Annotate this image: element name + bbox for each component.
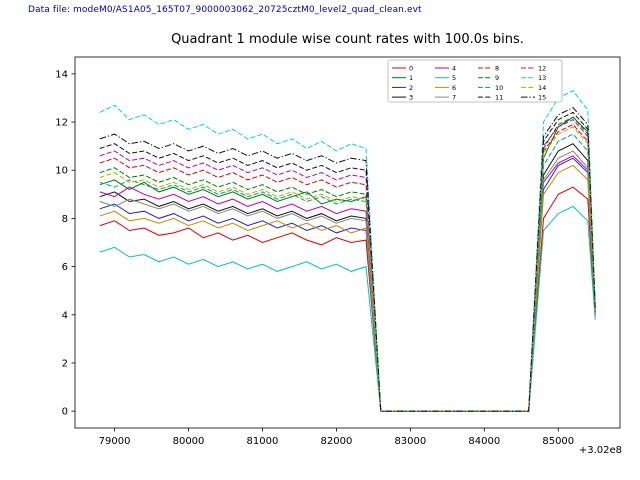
legend-label-15: 15: [538, 94, 546, 102]
y-tick-label: 8: [62, 214, 68, 225]
y-tick-label: 2: [62, 358, 68, 369]
legend-label-14: 14: [538, 84, 546, 92]
y-tick-label: 12: [55, 118, 68, 129]
series-lines: [99, 90, 596, 412]
legend-label-9: 9: [495, 74, 499, 82]
legend-label-13: 13: [538, 74, 546, 82]
x-tick-label: 81000: [247, 436, 279, 447]
x-tick-label: 79000: [99, 436, 131, 447]
series-line-13: [99, 90, 596, 412]
y-axis: 0 2 4 6 8 10 12 14: [55, 69, 75, 418]
legend-frame: [387, 59, 563, 103]
y-tick-label: 4: [62, 310, 68, 321]
x-axis: 79000 80000 81000 82000 83000 84000 85000: [99, 428, 574, 447]
y-tick-label: 14: [55, 69, 68, 80]
x-tick-label: 83000: [394, 436, 426, 447]
x-tick-label: 84000: [468, 436, 500, 447]
chart-title: Quadrant 1 module wise count rates with …: [171, 32, 524, 47]
x-tick-label: 82000: [321, 436, 353, 447]
legend-label-3: 3: [409, 94, 413, 102]
legend-label-4: 4: [452, 65, 456, 73]
y-tick-label: 6: [62, 262, 68, 273]
legend-label-7: 7: [452, 94, 456, 102]
legend-label-6: 6: [452, 84, 456, 92]
legend-label-1: 1: [409, 74, 413, 82]
series-line-15: [99, 106, 596, 412]
legend-label-8: 8: [495, 65, 499, 73]
x-axis-offset-label: +3.02e8: [578, 445, 622, 456]
y-tick-label: 10: [55, 166, 68, 177]
legend-label-0: 0: [409, 65, 413, 73]
legend-label-11: 11: [495, 94, 503, 102]
plot-area: [74, 56, 621, 429]
legend-label-12: 12: [538, 65, 546, 73]
x-tick-label: 85000: [542, 436, 574, 447]
y-tick-label: 0: [62, 407, 68, 418]
x-tick-label: 80000: [173, 436, 205, 447]
legend-label-2: 2: [409, 84, 413, 92]
data-file-label: Data file: modeM0/AS1A05_165T07_90000030…: [28, 5, 422, 15]
legend-label-5: 5: [452, 74, 456, 82]
legend-label-10: 10: [495, 84, 503, 92]
